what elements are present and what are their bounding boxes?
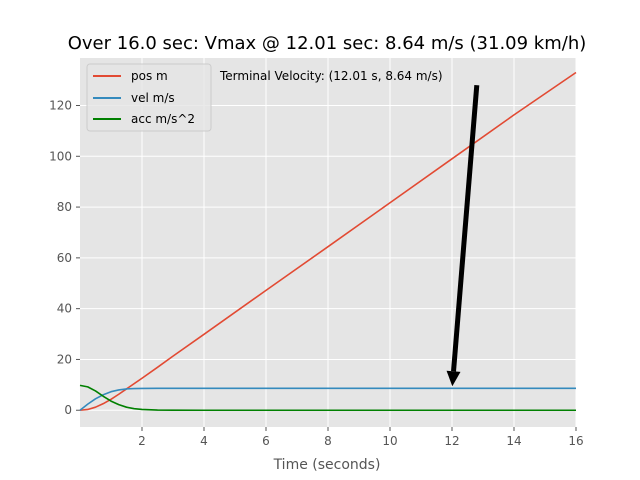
series-line-acc	[79, 384, 576, 412]
annotation-arrow-head	[446, 370, 461, 387]
series-lines	[79, 71, 577, 412]
y-tick-label: 0	[64, 403, 72, 417]
y-tick-label: 80	[57, 200, 72, 214]
legend: pos m vel m/s acc m/s^2	[86, 63, 212, 132]
chart-title: Over 16.0 sec: Vmax @ 12.01 sec: 8.64 m/…	[68, 33, 587, 54]
y-tick-label: 60	[57, 251, 72, 265]
x-tick-label: 2	[138, 434, 146, 448]
x-tick-label: 16	[568, 434, 583, 448]
x-axis-label: Time (seconds)	[273, 457, 381, 473]
legend-label-vel: vel m/s	[131, 91, 175, 105]
y-tick-label: 100	[49, 149, 72, 163]
annotation-text: Terminal Velocity: (12.01 s, 8.64 m/s)	[219, 69, 443, 83]
annotation-group: Terminal Velocity: (12.01 s, 8.64 m/s)	[219, 69, 480, 387]
x-tick-label: 14	[506, 434, 521, 448]
y-tick-label: 20	[57, 352, 72, 366]
x-tick-label: 6	[262, 434, 270, 448]
legend-label-acc: acc m/s^2	[131, 112, 195, 126]
x-tick-label: 12	[444, 434, 459, 448]
annotation-arrow-shaft	[451, 84, 480, 372]
x-tick-label: 8	[324, 434, 332, 448]
y-tick-label: 40	[57, 302, 72, 316]
x-tick-label: 4	[200, 434, 208, 448]
x-tick-label: 10	[382, 434, 397, 448]
y-tick-label: 120	[49, 98, 72, 112]
series-line-pos	[79, 71, 577, 412]
legend-label-pos: pos m	[131, 69, 168, 83]
tick-labels: 2 4 6 8 10 12 14 16 0 20 40 60 80 100 120	[49, 98, 584, 448]
legend-box	[86, 63, 212, 132]
